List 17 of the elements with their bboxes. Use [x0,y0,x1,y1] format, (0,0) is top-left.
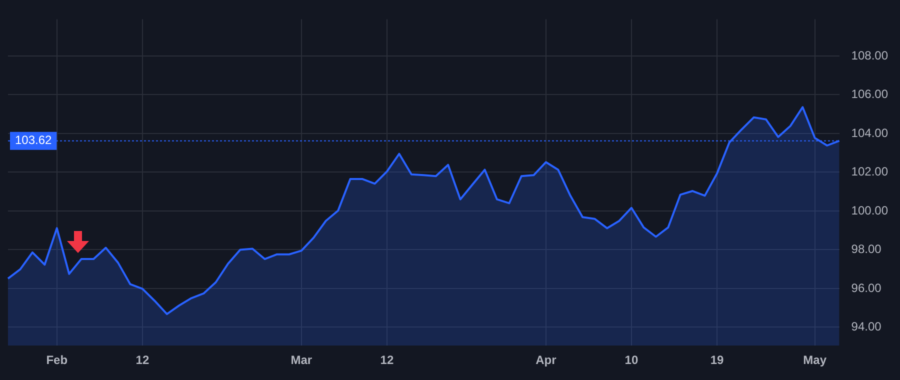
x-tick-label: 12 [136,353,150,368]
x-tick-label: Mar [290,353,312,368]
y-tick-label: 94.00 [851,320,882,334]
x-tick-label: May [803,353,827,368]
y-tick-label: 98.00 [851,242,882,256]
x-tick-label: 12 [380,353,394,368]
x-tick-label: Apr [536,353,557,368]
y-tick-label: 104.00 [851,126,888,140]
y-tick-label: 106.00 [851,87,888,102]
y-tick-label: 100.00 [851,203,888,218]
x-tick-label: 19 [710,353,724,368]
y-tick-label: 96.00 [851,280,882,295]
y-tick-label: 102.00 [851,164,888,179]
x-tick-label: Feb [46,353,68,368]
ref-line-label: 103.62 [15,133,52,148]
y-tick-label: 108.00 [851,48,888,62]
x-tick-label: 10 [624,353,638,368]
